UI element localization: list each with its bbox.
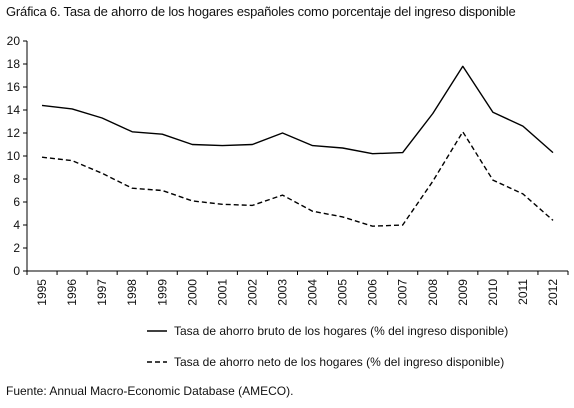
- data-point-neto-2010: [492, 179, 494, 181]
- data-point-neto-1997: [101, 172, 103, 174]
- y-tick-label: 6: [13, 195, 20, 209]
- y-tick-label: 12: [7, 126, 21, 140]
- data-point-bruto-1998: [131, 131, 133, 133]
- x-tick-label: 1997: [95, 279, 109, 306]
- data-point-bruto-1997: [101, 117, 103, 119]
- y-tick-label: 0: [13, 264, 20, 278]
- data-point-bruto-2004: [311, 144, 313, 146]
- axes: [23, 40, 569, 275]
- data-point-neto-2008: [432, 180, 434, 182]
- data-point-bruto-2008: [432, 112, 434, 114]
- x-tick-labels: 1995 1996 1997 1998 1999 2000 2001 2002 2003 2004…: [35, 279, 560, 306]
- x-tick-label: 2007: [396, 279, 410, 306]
- x-tick-label: 2010: [486, 279, 500, 306]
- data-point-bruto-2007: [401, 151, 403, 153]
- data-point-neto-2007: [401, 224, 403, 226]
- data-point-neto-1996: [71, 159, 73, 161]
- x-tick-label: 2002: [245, 279, 259, 306]
- y-tick-labels: 0 2 4 6 8 10 12 14 16 18 20: [7, 34, 21, 278]
- x-tick-label: 2003: [275, 279, 289, 306]
- data-point-neto-1998: [131, 187, 133, 189]
- legend-label-bruto: Tasa de ahorro bruto de los hogares (% d…: [174, 324, 508, 338]
- data-point-bruto-2001: [221, 144, 223, 146]
- x-tick-label: 2006: [366, 279, 380, 306]
- series-lines: [41, 65, 554, 227]
- data-point-bruto-2006: [371, 153, 373, 155]
- data-point-neto-2005: [341, 216, 343, 218]
- data-point-neto-2011: [522, 193, 524, 195]
- data-point-neto-2001: [221, 203, 223, 205]
- data-point-neto-2012: [552, 219, 554, 221]
- data-point-neto-2002: [251, 204, 253, 206]
- x-tick-label: 1999: [155, 279, 169, 306]
- data-point-neto-1999: [161, 189, 163, 191]
- x-tick-label: 1995: [35, 279, 49, 306]
- data-point-neto-1995: [41, 156, 43, 158]
- x-tick-label: 2001: [215, 279, 229, 306]
- data-point-neto-2004: [311, 210, 313, 212]
- x-tick-label: 2009: [456, 279, 470, 306]
- series-line-neto: [41, 131, 554, 227]
- x-tick-label: 2012: [546, 279, 560, 306]
- data-point-bruto-1996: [71, 108, 73, 110]
- data-point-bruto-2003: [281, 132, 283, 134]
- data-point-bruto-2000: [191, 143, 193, 145]
- x-tick-label: 1996: [65, 279, 79, 306]
- data-point-bruto-1999: [161, 133, 163, 135]
- data-point-bruto-2005: [341, 147, 343, 149]
- legend-label-neto: Tasa de ahorro neto de los hogares (% de…: [174, 355, 504, 369]
- y-tick-label: 14: [7, 103, 21, 117]
- data-point-bruto-2002: [251, 143, 253, 145]
- y-tick-label: 4: [13, 218, 20, 232]
- data-point-bruto-1995: [41, 104, 43, 106]
- y-tick-label: 16: [7, 80, 21, 94]
- x-tick-label: 1998: [125, 279, 139, 306]
- y-tick-label: 8: [13, 172, 20, 186]
- series-line-bruto: [41, 65, 554, 155]
- y-tick-label: 2: [13, 241, 20, 255]
- data-point-bruto-2010: [492, 111, 494, 113]
- y-tick-label: 10: [7, 149, 21, 163]
- data-point-neto-2006: [371, 225, 373, 227]
- data-point-bruto-2009: [462, 65, 464, 67]
- data-point-neto-2000: [191, 200, 193, 202]
- x-tick-label: 2011: [516, 279, 530, 305]
- x-tick-label: 2005: [336, 279, 350, 306]
- x-tick-label: 2008: [426, 279, 440, 306]
- source-note: Fuente: Annual Macro-Economic Database (…: [6, 384, 294, 398]
- data-point-bruto-2012: [552, 151, 554, 153]
- data-point-neto-2003: [281, 194, 283, 196]
- x-tick-label: 2000: [185, 279, 199, 306]
- legend: Tasa de ahorro bruto de los hogares (% d…: [147, 324, 508, 369]
- data-point-bruto-2011: [522, 125, 524, 127]
- x-tick-label: 2004: [306, 279, 320, 306]
- chart-title: Gráfica 6. Tasa de ahorro de los hogares…: [6, 4, 516, 19]
- data-point-neto-2009: [462, 131, 464, 133]
- y-tick-label: 20: [7, 34, 21, 48]
- y-tick-label: 18: [7, 57, 21, 71]
